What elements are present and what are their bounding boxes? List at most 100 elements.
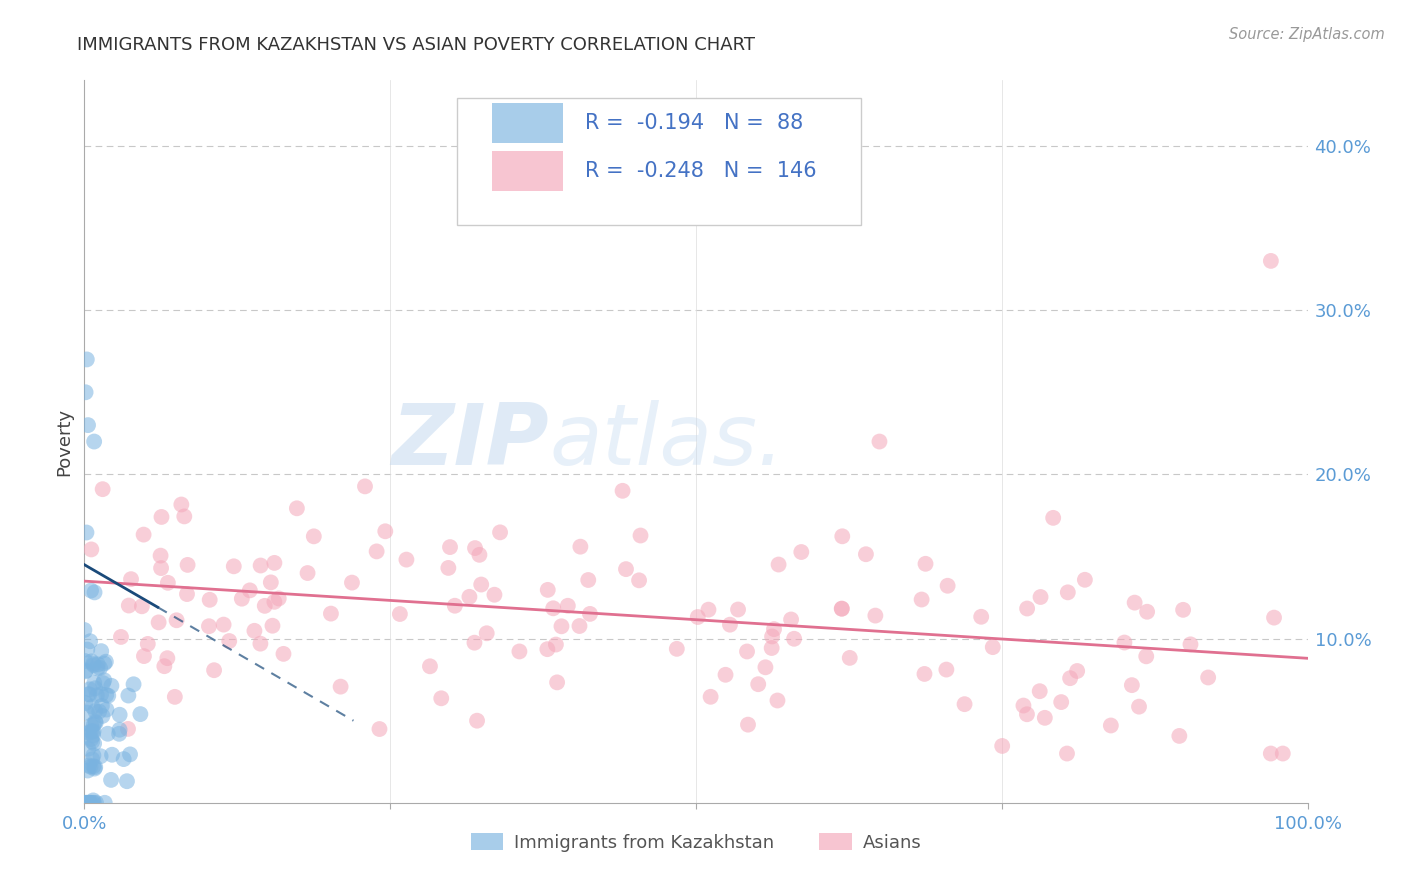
Text: ZIP: ZIP xyxy=(391,400,550,483)
Point xyxy=(464,541,486,555)
Point xyxy=(212,617,235,632)
Point xyxy=(148,615,170,630)
Point xyxy=(388,607,411,621)
Point xyxy=(541,601,564,615)
Point xyxy=(1260,253,1282,268)
Point xyxy=(780,612,803,626)
Point xyxy=(79,796,101,810)
Point xyxy=(536,642,558,657)
Point xyxy=(1028,684,1050,698)
Point xyxy=(84,714,107,729)
Point xyxy=(118,747,141,762)
Point xyxy=(82,748,104,763)
FancyBboxPatch shape xyxy=(457,98,860,225)
Point xyxy=(1263,610,1285,624)
Bar xyxy=(492,151,562,191)
Point xyxy=(90,687,112,701)
Point xyxy=(153,659,176,673)
Point xyxy=(84,681,107,696)
Point xyxy=(100,679,122,693)
Point xyxy=(156,651,179,665)
Text: atlas.: atlas. xyxy=(550,400,785,483)
Point xyxy=(75,796,97,810)
Point xyxy=(76,764,98,778)
Point xyxy=(163,690,186,704)
Point xyxy=(936,579,959,593)
Point xyxy=(77,796,100,810)
Point xyxy=(831,601,853,615)
Point xyxy=(82,657,104,671)
Point xyxy=(79,760,101,774)
Point xyxy=(90,644,112,658)
Point xyxy=(665,641,688,656)
Point xyxy=(569,540,592,554)
Point xyxy=(77,758,100,772)
Point xyxy=(76,706,98,720)
Point xyxy=(914,667,936,681)
Legend: Immigrants from Kazakhstan, Asians: Immigrants from Kazakhstan, Asians xyxy=(464,826,928,859)
Point xyxy=(91,482,114,496)
Point xyxy=(82,793,104,807)
Point xyxy=(77,726,100,740)
Point xyxy=(83,737,105,751)
Point xyxy=(97,727,120,741)
Point xyxy=(783,632,806,646)
Point xyxy=(173,509,195,524)
Point xyxy=(302,529,325,543)
Point xyxy=(557,599,579,613)
Point xyxy=(463,636,485,650)
Point xyxy=(97,689,120,703)
Point xyxy=(120,572,142,586)
Point xyxy=(122,677,145,691)
Point xyxy=(166,613,188,627)
Point xyxy=(297,566,319,580)
Point xyxy=(319,607,342,621)
Point xyxy=(1017,601,1039,615)
Point xyxy=(249,558,271,573)
Point xyxy=(218,634,240,648)
Point xyxy=(117,689,139,703)
Point xyxy=(79,682,101,697)
Point xyxy=(444,599,467,613)
Point xyxy=(1197,671,1219,685)
Point xyxy=(697,602,720,616)
Point xyxy=(83,434,105,449)
Point xyxy=(115,774,138,789)
Point xyxy=(129,707,152,722)
Point xyxy=(260,575,283,590)
Point xyxy=(89,661,111,675)
Point xyxy=(766,693,789,707)
Point xyxy=(537,582,560,597)
Point xyxy=(489,525,512,540)
Point xyxy=(79,796,101,810)
Point xyxy=(82,752,104,766)
Point xyxy=(83,796,105,810)
Point xyxy=(747,677,769,691)
Point xyxy=(419,659,441,673)
Point xyxy=(77,418,100,433)
Point xyxy=(910,592,932,607)
Point xyxy=(82,796,104,810)
Point xyxy=(1171,603,1194,617)
Point xyxy=(354,479,377,493)
Point xyxy=(198,592,221,607)
Point xyxy=(865,608,887,623)
Point xyxy=(75,664,97,678)
Point xyxy=(546,675,568,690)
Point xyxy=(1123,596,1146,610)
Point xyxy=(1271,747,1294,761)
Point xyxy=(1114,635,1136,649)
Point xyxy=(935,663,957,677)
Point xyxy=(176,587,198,601)
Point xyxy=(132,527,155,541)
Point xyxy=(855,547,877,561)
Point xyxy=(1074,573,1097,587)
Point xyxy=(93,796,115,810)
Point xyxy=(790,545,813,559)
Point xyxy=(718,617,741,632)
Point xyxy=(108,723,131,737)
Point xyxy=(80,732,103,747)
Point xyxy=(395,552,418,566)
Point xyxy=(82,724,104,739)
Point xyxy=(86,661,108,675)
